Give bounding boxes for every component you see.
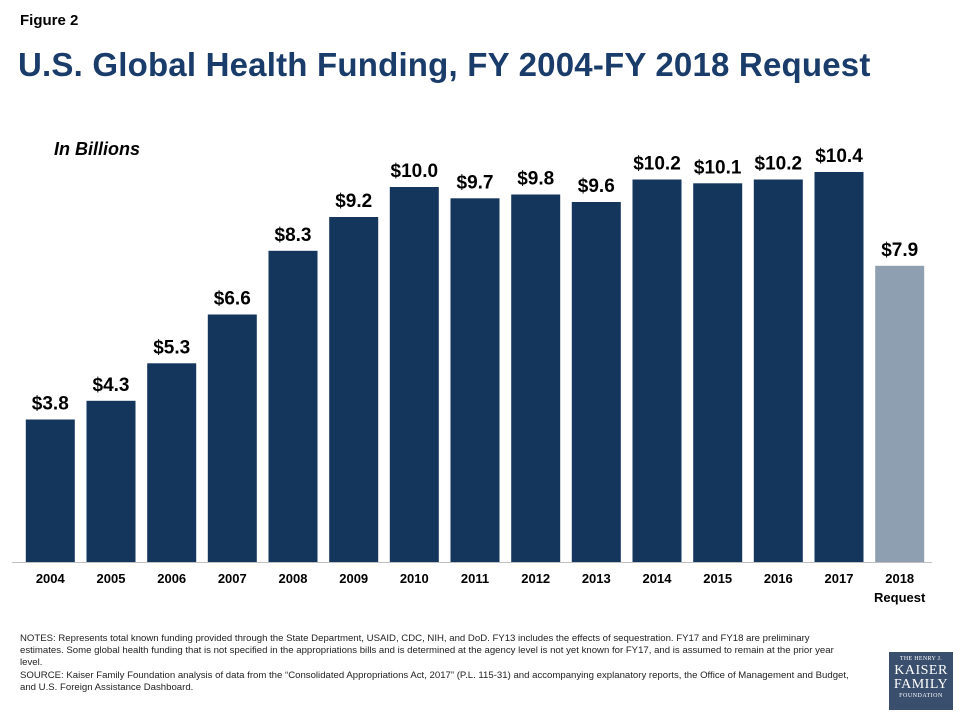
category-labels-group: 2004 2005 2006 2007 2008 2009 2010 2011 2012 2013… [36,571,926,605]
x-tick-label-2012: 2012 [521,571,550,586]
source-text: SOURCE: Kaiser Family Foundation analysi… [20,669,849,693]
x-tick-label-2010: 2010 [400,571,429,586]
bar-2012 [511,194,561,562]
bar-2004 [25,419,75,562]
bar-2018 [875,265,925,563]
x-tick-label-2006: 2006 [157,571,186,586]
x-tick-label-2015: 2015 [703,571,732,586]
data-label-2018: $7.9 [881,240,918,261]
bar-2013 [571,202,621,562]
logo-line-4: FOUNDATION [899,693,943,699]
data-label-2009: $9.2 [335,191,372,212]
bar-2007 [207,314,257,562]
x-tick-label-2016: 2016 [764,571,793,586]
data-label-2012: $9.8 [517,169,554,190]
bar-2015 [693,183,743,563]
units-label: In Billions [54,139,141,159]
data-label-2017: $10.4 [815,146,863,167]
x-tick-label-2008: 2008 [279,571,308,586]
data-label-2016: $10.2 [755,154,803,175]
bar-2014 [632,179,682,562]
bar-2010 [389,187,439,562]
logo-line-1: THE HENRY J. [899,656,943,662]
bar-chart: $3.8 $4.3 $5.3 $6.6 $8.3 $9.2 $10.0 $9.7 $9.8 $9.… [12,146,932,605]
data-label-2011: $9.7 [457,172,494,193]
x-tick-sublabel-2018: Request [874,590,926,605]
bar-2017 [814,172,864,562]
x-tick-label-2005: 2005 [97,571,126,586]
figure-label: Figure 2 [20,12,79,29]
bar-2009 [329,217,379,562]
data-label-2013: $9.6 [578,176,615,197]
x-tick-label-2014: 2014 [643,571,673,586]
data-label-2007: $6.6 [214,289,251,310]
notes-text: NOTES: Represents total known funding pr… [20,633,834,669]
logo-line-2: KAISER [894,663,948,678]
x-tick-label-2009: 2009 [339,571,368,586]
logo-line-3: FAMILY [893,677,949,692]
data-label-2014: $10.2 [633,154,681,175]
bar-2011 [450,198,500,563]
chart-title: U.S. Global Health Funding, FY 2004-FY 2… [18,46,871,83]
bar-2016 [753,179,803,562]
x-tick-label-2004: 2004 [36,571,66,586]
bar-2008 [268,250,318,563]
kff-logo: THE HENRY J. KAISER FAMILY FOUNDATION [889,652,953,710]
x-tick-label-2007: 2007 [218,571,247,586]
x-tick-label-2018: 2018 [885,571,914,586]
x-tick-label-2017: 2017 [825,571,854,586]
bars-group [25,172,925,563]
data-label-2004: $3.8 [32,394,69,415]
notes-block: NOTES: Represents total known funding pr… [20,633,850,694]
data-label-2015: $10.1 [694,157,742,178]
x-tick-label-2013: 2013 [582,571,611,586]
data-label-2010: $10.0 [391,161,439,182]
bar-2005 [86,400,136,563]
data-label-2006: $5.3 [153,337,190,358]
bar-2006 [147,363,197,563]
x-tick-label-2011: 2011 [461,571,489,586]
data-label-2008: $8.3 [275,225,312,246]
value-labels-group: $3.8 $4.3 $5.3 $6.6 $8.3 $9.2 $10.0 $9.7 $9.8 $9.… [32,146,918,415]
data-label-2005: $4.3 [93,375,130,396]
